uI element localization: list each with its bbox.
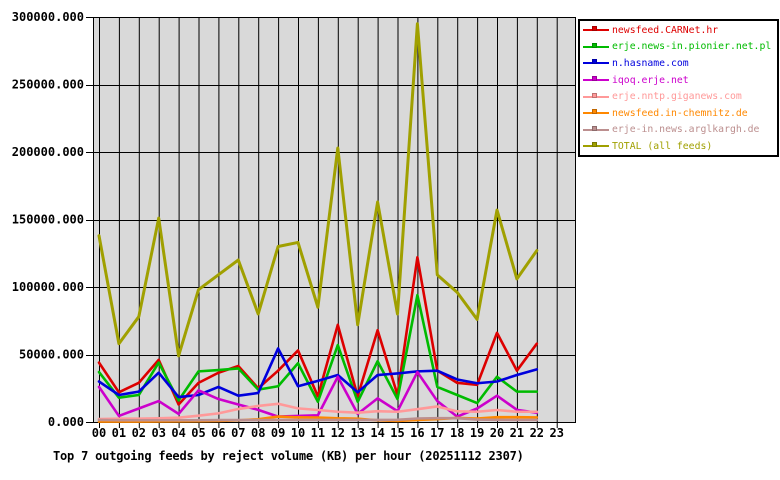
x-axis-tick-label: 15 (390, 426, 404, 440)
y-axis-tick-label: 150000.000 (12, 213, 84, 227)
x-axis-tick-label: 00 (92, 426, 106, 440)
x-axis-tick-label: 18 (450, 426, 464, 440)
x-axis-tick-label: 09 (271, 426, 285, 440)
series-line-iqoq-erje-net (97, 370, 539, 418)
legend-line-swatch (583, 89, 609, 105)
legend-line-swatch (583, 55, 609, 71)
legend-label: newsfeed.in-chemnitz.de (612, 107, 748, 119)
legend-marker-icon (592, 26, 597, 32)
legend-line-swatch (583, 138, 609, 154)
legend-line-swatch (583, 72, 609, 88)
legend-item: TOTAL (all feeds) (583, 138, 774, 155)
x-axis-tick-label: 13 (350, 426, 364, 440)
x-axis-tick-label: 08 (251, 426, 265, 440)
x-axis-tick-label: 05 (191, 426, 205, 440)
chart-title: Top 7 outgoing feeds by reject volume (K… (53, 449, 524, 463)
y-axis-tick-label: 250000.000 (12, 78, 84, 92)
plot-area (93, 17, 575, 422)
x-axis-tick-label: 02 (132, 426, 146, 440)
legend-item: iqoq.erje.net (583, 72, 774, 89)
legend-item: erje.news-in.pionier.net.pl (583, 39, 774, 56)
legend-marker-icon (592, 42, 597, 48)
x-axis-tick-label: 17 (430, 426, 444, 440)
series-line-n-hasname-com (97, 347, 539, 399)
legend-marker-icon (592, 76, 597, 82)
series-line-erje-in-news-arglkargh-de (97, 416, 539, 422)
x-axis-tick-label: 03 (151, 426, 165, 440)
legend: newsfeed.CARNet.hr erje.news-in.pionier.n… (578, 19, 779, 157)
y-axis-labels: 0.000 50000.000 100000.000 150000.000 200000… (12, 10, 84, 429)
legend-label: erje.nntp.giganews.com (612, 91, 742, 103)
legend-label: TOTAL (all feeds) (612, 140, 713, 152)
legend-line-swatch (583, 39, 609, 55)
x-axis-tick-label: 01 (112, 426, 126, 440)
x-axis-tick-label: 22 (530, 426, 544, 440)
y-axis-tick-label: 50000.000 (19, 348, 84, 362)
x-axis-tick-label: 21 (510, 426, 524, 440)
legend-line-swatch (583, 22, 609, 38)
legend-item: erje.nntp.giganews.com (583, 88, 774, 105)
legend-item: n.hasname.com (583, 55, 774, 72)
legend-label: n.hasname.com (612, 57, 689, 69)
x-axis-tick-label: 14 (370, 426, 384, 440)
y-axis-tick-label: 0.000 (48, 415, 84, 429)
y-axis-tick-label: 100000.000 (12, 280, 84, 294)
legend-label: iqoq.erje.net (612, 74, 689, 86)
axis-ticks (86, 17, 558, 428)
legend-label: newsfeed.CARNet.hr (612, 24, 719, 36)
x-axis-labels: 00 01 02 03 04 05 06 07 08 09 10 11 12 13 14 15 16 17 18 19… (92, 426, 564, 440)
x-axis-tick-label: 16 (410, 426, 424, 440)
legend-line-swatch (583, 105, 609, 121)
legend-line-swatch (583, 122, 609, 138)
x-axis-tick-label: 04 (171, 426, 185, 440)
x-axis-tick-label: 19 (470, 426, 484, 440)
series-line-erje-nntp-giganews-com (97, 402, 539, 421)
legend-marker-icon (592, 142, 597, 148)
x-axis-tick-label: 11 (311, 426, 325, 440)
x-axis-tick-label: 23 (549, 426, 563, 440)
series-line-total-all-feeds- (97, 22, 539, 358)
legend-item: newsfeed.in-chemnitz.de (583, 105, 774, 122)
legend-label: erje-in.news.arglkargh.de (612, 124, 760, 136)
x-axis-tick-label: 06 (211, 426, 225, 440)
x-axis-tick-label: 20 (490, 426, 504, 440)
legend-marker-icon (592, 92, 597, 98)
legend-item: erje-in.news.arglkargh.de (583, 122, 774, 139)
plot-border (93, 17, 576, 423)
x-axis-tick-label: 12 (331, 426, 345, 440)
legend-marker-icon (592, 59, 597, 65)
x-axis-tick-label: 07 (231, 426, 245, 440)
y-axis-tick-label: 300000.000 (12, 10, 84, 24)
legend-marker-icon (592, 109, 597, 115)
legend-label: erje.news-in.pionier.net.pl (612, 41, 772, 53)
x-axis-tick-label: 10 (291, 426, 305, 440)
legend-item: newsfeed.CARNet.hr (583, 22, 774, 39)
legend-marker-icon (592, 125, 597, 131)
y-axis-tick-label: 200000.000 (12, 145, 84, 159)
